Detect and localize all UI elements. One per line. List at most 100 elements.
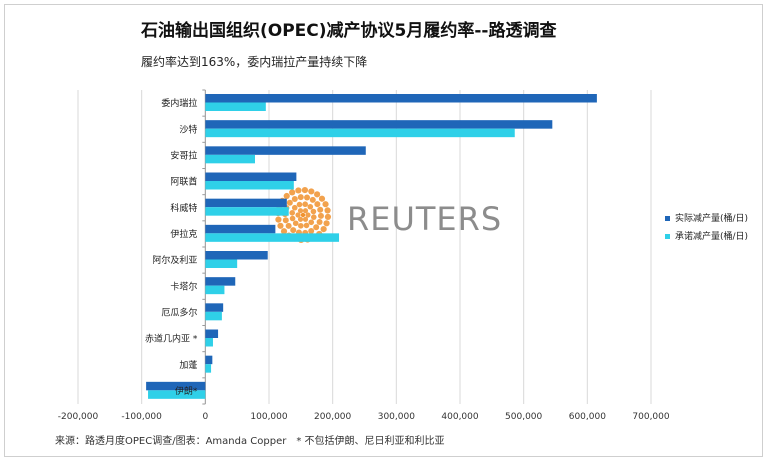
logo-dot [285,222,292,229]
bar-pledged-9 [205,338,213,347]
watermark-text: REUTERS [347,200,502,238]
logo-dot [310,214,317,220]
logo-dot [282,217,289,224]
bar-actual-11 [146,381,206,391]
bar-actual-0 [205,94,597,103]
bar-actual-1 [205,120,553,129]
logo-dot [310,208,317,215]
logo-dot [283,192,290,200]
logo-dot [296,201,303,208]
source-note: 来源：路透月度OPEC调查/图表：Amanda Copper * 不包括伊朗、尼… [55,436,445,447]
x-tick-label-3: 100,000 [250,412,287,422]
x-tick-label-6: 400,000 [441,412,478,422]
logo-dot [316,219,323,226]
category-label-11: 伊朗* [175,385,198,397]
logo-dot [313,224,320,231]
x-tick-label-4: 200,000 [314,412,351,422]
logo-dot [314,201,321,208]
x-tick-label-9: 700,000 [632,412,669,422]
bar-actual-5 [205,224,276,234]
category-label-2: 安哥拉 [170,149,197,161]
logo-dot [289,189,296,196]
bar-actual-2 [205,146,366,155]
logo-dot [280,228,288,235]
logo-dot [317,212,324,219]
logo-dot [300,212,306,218]
category-label-4: 科威特 [170,202,197,214]
legend: 实际减产量(桶/日) 承诺减产量(桶/日) [665,212,748,242]
x-tick-label-7: 500,000 [505,412,542,422]
x-tick-label-5: 300,000 [378,412,415,422]
x-tick-label-2: 0 [202,412,208,422]
category-label-9: 赤道几内亚 * [145,333,198,345]
logo-dot [295,187,302,194]
x-tick-label-1: -100,000 [121,412,162,422]
logo-dot [320,226,327,233]
bar-pledged-0 [205,102,266,111]
logo-dot [308,219,315,226]
bar-actual-7 [205,277,236,286]
logo-dot [289,210,296,216]
bar-actual-9 [205,329,219,338]
bar-actual-8 [205,303,224,312]
category-label-8: 厄瓜多尔 [161,306,197,318]
bar-pledged-4 [205,207,289,216]
x-axis-ticks: -200,000 -100,000 0 100,000 200,000 300,000 40… [58,412,670,422]
logo-dot [298,222,304,229]
reuters-watermark: REUTERS [274,186,502,244]
logo-dot [302,201,308,208]
logo-dot [324,207,331,214]
chart-frame [4,4,763,457]
category-label-0: 委内瑞拉 [161,97,197,109]
logo-dot [302,208,309,214]
logo-dot [290,227,297,234]
bar-actual-6 [205,251,268,260]
category-label-1: 沙特 [179,123,197,135]
bar-actual-3 [205,172,297,181]
bar-actual-10 [205,355,213,365]
gridlines [77,89,652,405]
logo-dot [289,215,296,222]
logo-dot [295,212,301,218]
logo-dot [286,199,293,206]
logo-dot [303,222,310,229]
chart-subtitle: 履约率达到163%，委内瑞拉产量持续下降 [141,55,368,69]
logo-dot [318,195,326,202]
legend-label-1: 承诺减产量(桶/日) [675,230,748,242]
legend-swatch-0 [665,216,670,221]
logo-dot [304,194,311,201]
bar-pledged-2 [205,154,255,164]
x-tick-label-8: 600,000 [569,412,606,422]
category-label-5: 伊拉克 [170,228,197,240]
bar-pledged-5 [205,233,340,242]
logo-dot [297,216,304,222]
bar-pledged-1 [205,128,515,138]
bar-actual-4 [205,198,287,208]
legend-swatch-1 [665,234,670,239]
logo-dot [291,195,298,202]
logo-dot [292,220,299,227]
logo-dot [291,204,298,211]
logo-dot [297,208,304,214]
bar-pledged-8 [205,311,222,321]
logo-dot [277,222,284,229]
x-tick-label-0: -200,000 [58,412,99,422]
logo-dot [302,216,309,222]
bar-pledged-10 [205,364,212,373]
logo-dot [324,213,332,221]
chart-title: 石油输出国组织(OPEC)减产协议5月履约率--路透调查 [141,21,557,41]
logo-dot [275,216,282,223]
logo-dot [305,212,311,218]
bar-pledged-6 [205,259,238,268]
legend-label-0: 实际减产量(桶/日) [675,212,748,224]
category-label-3: 阿联酋 [170,176,197,188]
logo-dot [297,194,304,201]
logo-dot [309,196,316,203]
bars [146,94,597,399]
logo-dot [308,188,315,195]
logo-dot [322,201,329,208]
bar-pledged-7 [205,285,225,295]
logo-dot [317,206,324,213]
